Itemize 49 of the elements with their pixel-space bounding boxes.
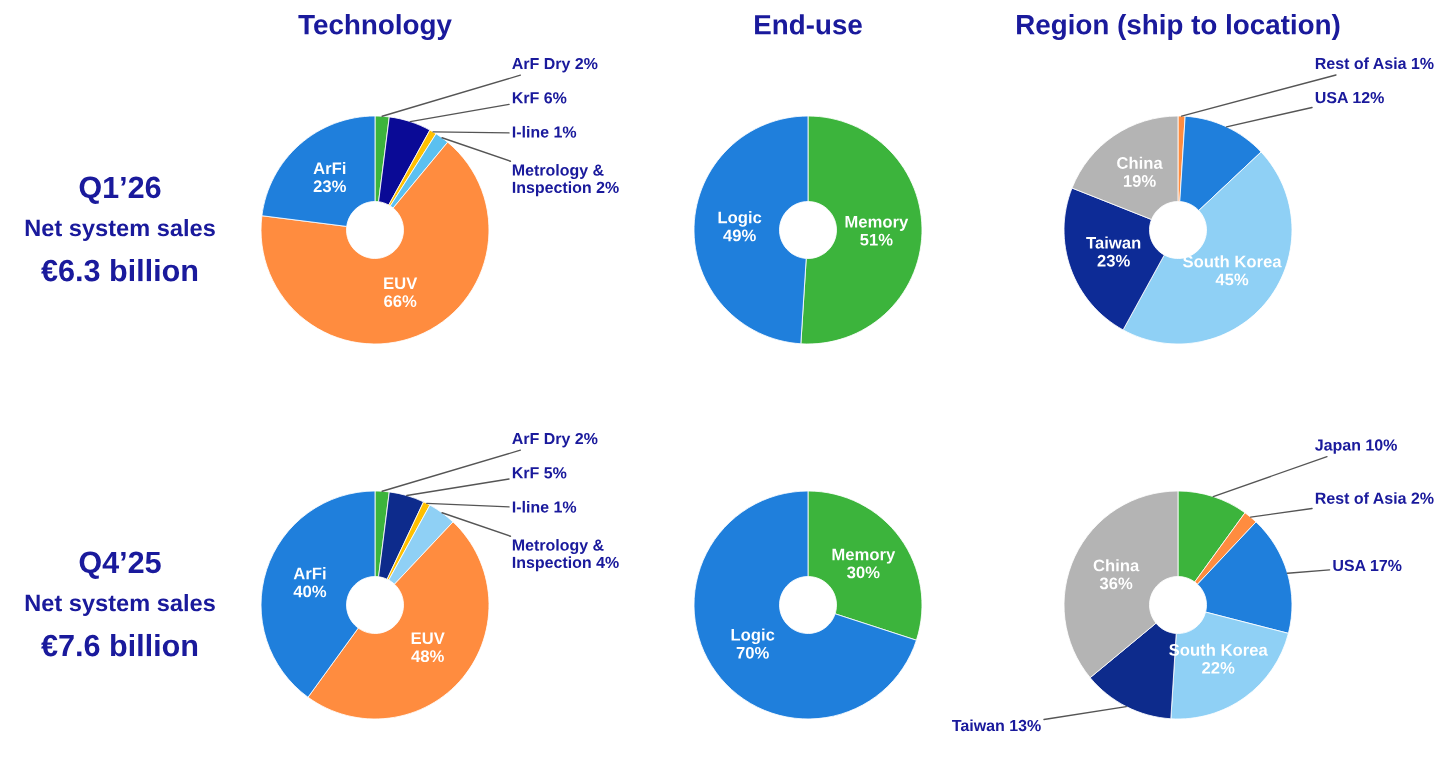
slice-label: Metrology & Inspection 2% <box>512 164 619 197</box>
slice-label: China <box>1093 559 1140 572</box>
text: Net system sales <box>25 593 215 616</box>
slice-label: ArF Dry 2% <box>512 432 598 448</box>
data-label: 48% <box>411 650 444 663</box>
slice-label: ArFi <box>313 161 346 175</box>
data-label: 49% <box>723 229 756 242</box>
text: Q4’25 <box>79 551 161 579</box>
data-label: 22% <box>1202 661 1235 674</box>
donut-slice <box>378 116 431 206</box>
data-label: 66% <box>384 295 417 308</box>
slice-label: KrF 5% <box>512 467 567 479</box>
data-label: 23% <box>313 180 347 193</box>
slice-label: EUV <box>411 632 445 645</box>
slice-label: KrF 6% <box>512 92 567 104</box>
slice-label: South Korea <box>1182 255 1282 268</box>
chart-title: End-use <box>755 14 862 35</box>
slice-label: China <box>1117 156 1163 169</box>
slice-label: I-line 1% <box>512 125 577 138</box>
data-label: 70% <box>736 646 769 659</box>
text: Q1’26 <box>79 176 161 204</box>
chart-title: Technology <box>298 14 452 41</box>
data-label: 30% <box>847 566 880 579</box>
data-label: 45% <box>1215 273 1249 286</box>
data-label: 23% <box>1097 254 1130 267</box>
slice-label: Logic <box>731 628 775 645</box>
text: €7.6 billion <box>41 633 198 657</box>
slice-label: Japan 10% <box>1315 439 1397 454</box>
slice-label: EUV <box>384 277 418 290</box>
slice-label: USA 17% <box>1333 559 1402 572</box>
slice-label: Rest of Asia 1% <box>1315 57 1434 70</box>
slice-label: ArF Dry 2% <box>512 57 598 73</box>
slice-label: Taiwan <box>1086 236 1141 249</box>
slice-label: USA 12% <box>1315 91 1384 104</box>
text: €6.3 billion <box>41 258 198 282</box>
slice-label: Memory <box>845 216 909 231</box>
text: Net system sales <box>25 219 215 241</box>
chart-title: Region (ship to location) <box>1017 14 1340 41</box>
data-label: 36% <box>1099 577 1133 590</box>
data-label: 40% <box>293 585 327 598</box>
slice-label: Taiwan 13% <box>952 719 1041 732</box>
slice-label: Memory <box>832 548 896 564</box>
slice-label: Rest of Asia 2% <box>1315 492 1434 504</box>
slice-label: ArFi <box>293 567 326 580</box>
slice-label: Logic <box>718 211 762 227</box>
data-label: 51% <box>860 233 893 246</box>
slice-label: Metrology & Inspection 4% <box>512 539 619 572</box>
data-label: 19% <box>1123 175 1156 187</box>
slice-label: I-line 1% <box>512 500 577 513</box>
